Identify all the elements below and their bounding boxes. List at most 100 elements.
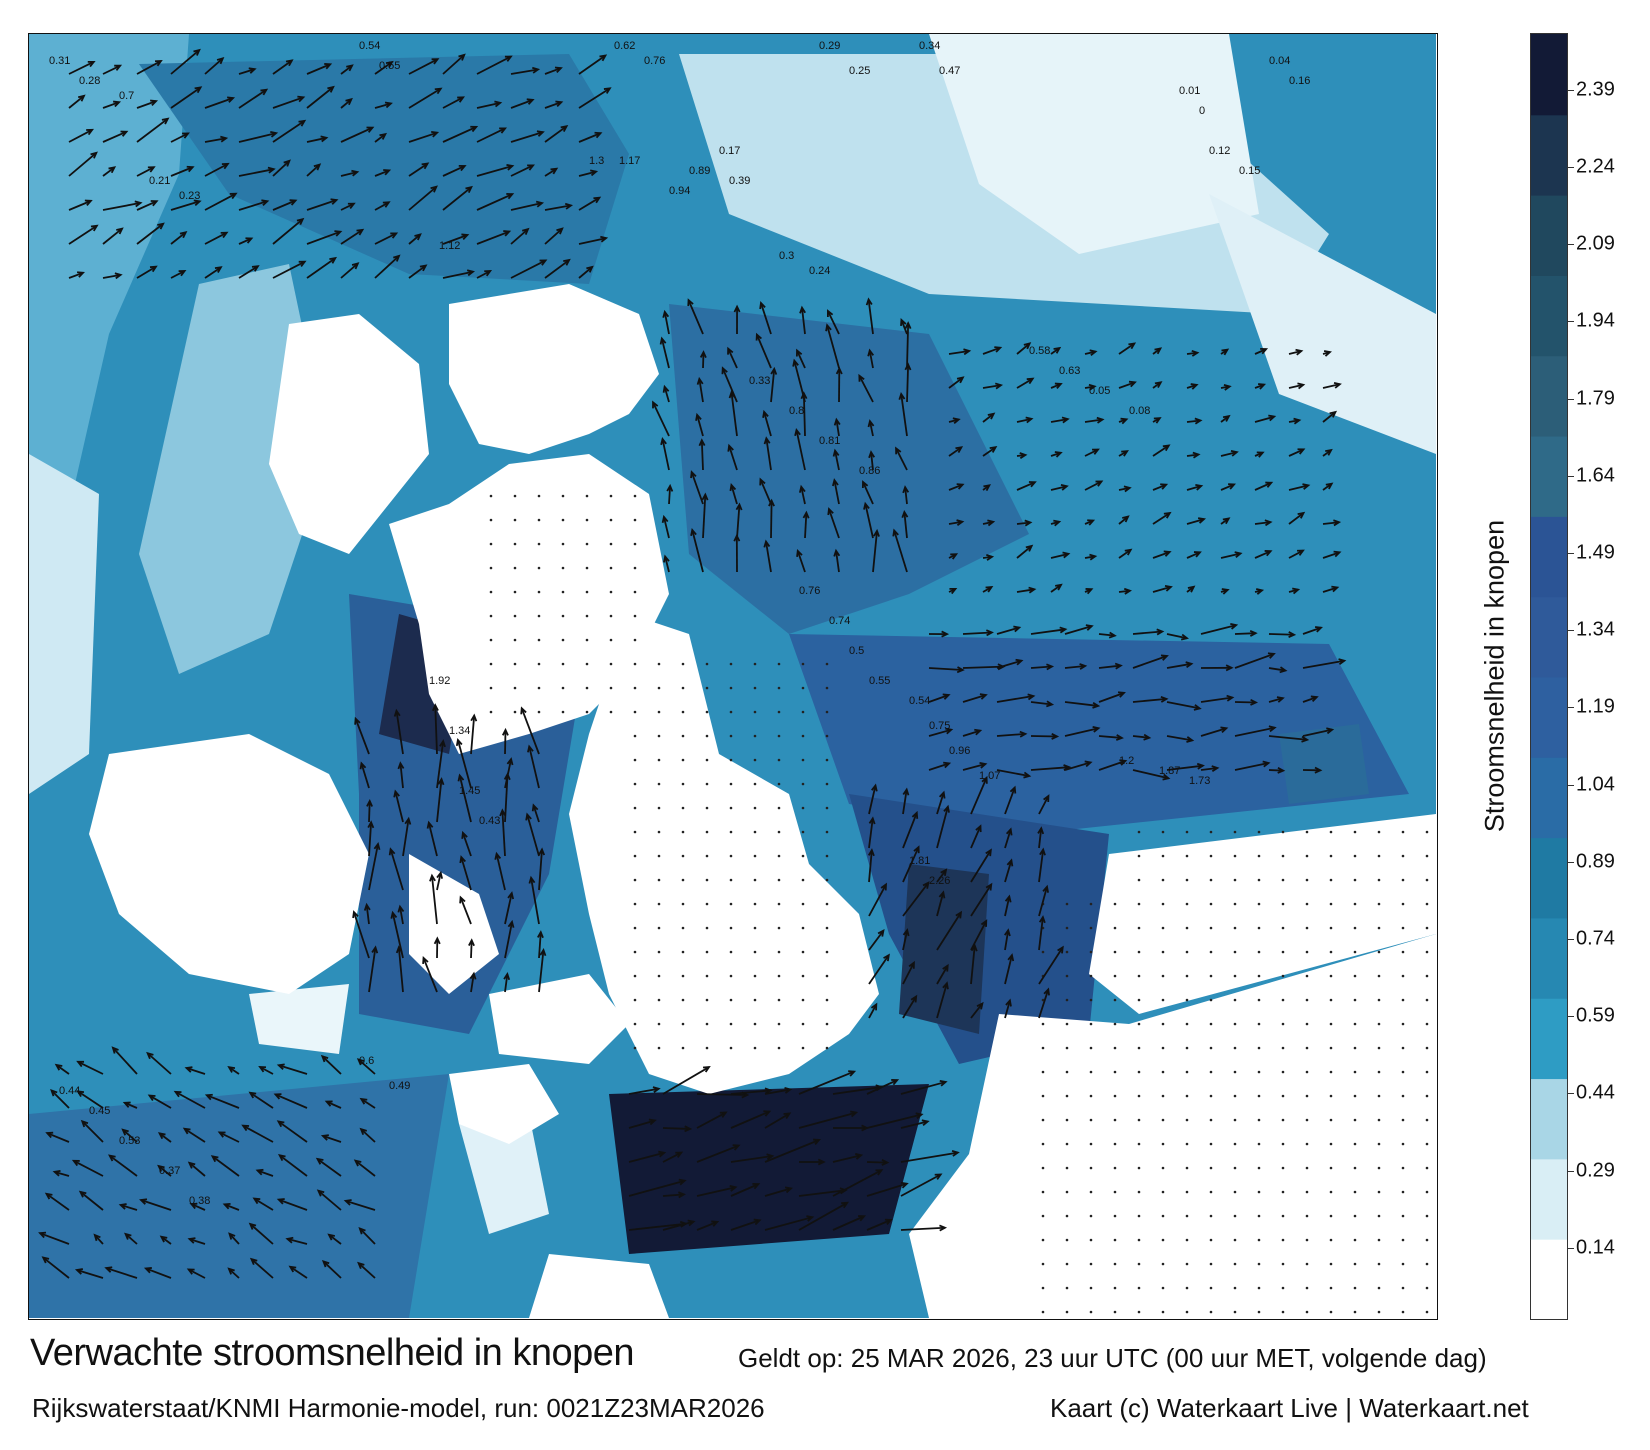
current-arrow (662, 309, 670, 335)
grid-dot (1041, 950, 1045, 954)
colorbar-tick-mark (1568, 244, 1574, 246)
land-island (449, 284, 659, 454)
grid-dot (657, 734, 661, 738)
grid-dot (585, 590, 589, 594)
grid-dot (1209, 830, 1213, 834)
current-arrow (1166, 661, 1194, 669)
grid-dot (1353, 950, 1357, 954)
grid-dot (513, 614, 517, 618)
current-arrow (696, 1111, 728, 1129)
grid-dot (1305, 1166, 1309, 1170)
current-arrow (759, 301, 772, 335)
current-arrow (936, 790, 946, 815)
current-arrow (928, 666, 965, 674)
current-arrow (982, 586, 994, 593)
current-arrow (835, 366, 843, 403)
grid-dot (801, 878, 805, 882)
grid-dot (1041, 1238, 1045, 1242)
current-arrow (796, 548, 806, 573)
grid-dot (585, 710, 589, 714)
current-value-label: 0.05 (1089, 385, 1110, 397)
current-arrow (1064, 701, 1101, 709)
grid-dot (1065, 1046, 1069, 1050)
colorbar-band (1531, 1158, 1567, 1240)
grid-dot (1353, 1190, 1357, 1194)
grid-dot (753, 974, 757, 978)
current-arrow (433, 936, 441, 959)
grid-dot (681, 662, 685, 666)
current-arrow (367, 820, 375, 857)
current-arrow (136, 99, 159, 109)
current-arrow (186, 1268, 206, 1279)
grid-dot (705, 1046, 709, 1050)
grid-dot (1065, 1070, 1069, 1074)
grid-dot (777, 806, 781, 810)
current-arrow (476, 127, 508, 143)
current-arrow (102, 272, 123, 280)
current-arrow (102, 130, 129, 143)
grid-dot (681, 758, 685, 762)
grid-dot (1233, 1046, 1237, 1050)
grid-dot (1353, 974, 1357, 978)
grid-dot (753, 830, 757, 834)
current-arrow (1064, 624, 1094, 635)
grid-dot (1425, 926, 1429, 930)
current-arrow (904, 321, 912, 369)
grid-dot (681, 878, 685, 882)
grid-dot (1257, 1118, 1261, 1122)
current-arrow (794, 427, 806, 471)
current-arrow (1302, 626, 1323, 635)
grid-dot (633, 566, 637, 570)
grid-dot (1161, 854, 1165, 858)
current-arrow (798, 1201, 849, 1231)
current-arrow (306, 230, 343, 245)
grid-dot (561, 638, 565, 642)
current-arrow (970, 882, 993, 917)
grid-dot (585, 638, 589, 642)
current-arrow (157, 1132, 172, 1143)
grid-dot (1161, 1310, 1165, 1314)
grid-dot (1233, 1142, 1237, 1146)
land-island (489, 974, 629, 1064)
grid-dot (1137, 854, 1141, 858)
grid-dot (825, 854, 829, 858)
current-arrow (68, 128, 94, 143)
current-arrow (38, 1231, 70, 1245)
grid-dot (537, 662, 541, 666)
grid-dot (1185, 1286, 1189, 1290)
current-arrow (696, 376, 704, 403)
current-arrow (306, 198, 339, 211)
current-arrow (1152, 483, 1169, 491)
grid-dot (825, 974, 829, 978)
current-arrow (948, 587, 958, 595)
colorbar-tick-mark (1568, 552, 1574, 554)
grid-dot (1233, 902, 1237, 906)
current-arrow (902, 787, 910, 815)
current-arrow (798, 1070, 857, 1095)
grid-dot (753, 854, 757, 858)
grid-dot (705, 662, 709, 666)
current-arrow (374, 254, 401, 279)
current-arrow (696, 1144, 741, 1163)
current-arrow (272, 199, 298, 211)
grid-dot (537, 710, 541, 714)
grid-dot (1305, 926, 1309, 930)
grid-dot (1281, 998, 1285, 1002)
grid-dot (1353, 1238, 1357, 1242)
grid-dot (1113, 1190, 1117, 1194)
grid-dot (1305, 1310, 1309, 1314)
grid-dot (825, 878, 829, 882)
current-arrow (258, 1066, 274, 1075)
colorbar-tick-label: 0.59 (1576, 1004, 1615, 1027)
current-arrow (111, 1046, 138, 1075)
grid-dot (1425, 1118, 1429, 1122)
grid-dot (657, 758, 661, 762)
grid-dot (681, 1022, 685, 1026)
grid-dot (1305, 1190, 1309, 1194)
current-arrow (544, 227, 564, 245)
grid-dot (633, 494, 637, 498)
current-arrow (510, 164, 535, 177)
grid-dot (753, 998, 757, 1002)
current-value-label: 0.7 (119, 90, 134, 102)
current-arrow (459, 855, 472, 891)
